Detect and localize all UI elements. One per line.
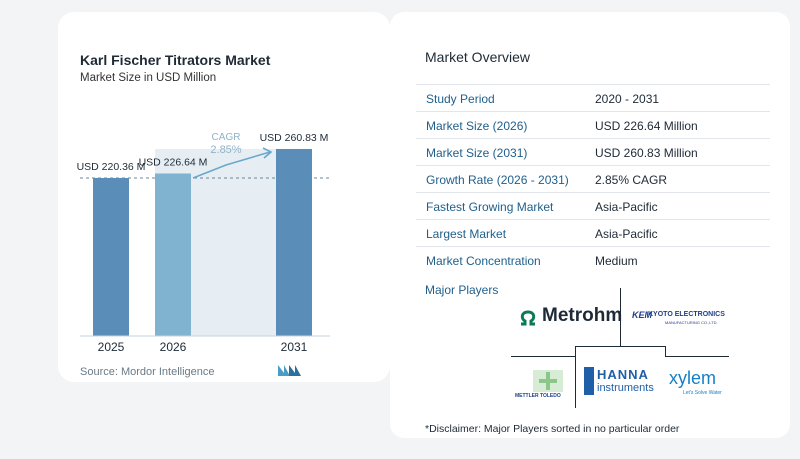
mettler-name: METTLER TOLEDO [515,393,561,399]
overview-value: Medium [595,254,638,268]
grid-divider [575,346,576,408]
overview-key: Market Concentration [426,254,541,268]
chart-subtitle: Market Size in USD Million [80,72,217,84]
cagr-arrow-head [262,147,273,159]
overview-row: Market Size (2026) USD 226.64 Million [416,111,770,139]
grid-divider [665,356,729,357]
value-label: USD 260.83 M [260,132,329,144]
overview-value: Asia-Pacific [595,200,658,214]
cagr-label: CAGR [212,132,241,143]
overview-value: 2020 - 2031 [595,92,660,106]
overview-key: Market Size (2026) [426,119,528,133]
overview-row: Largest Market Asia-Pacific [416,219,770,247]
disclaimer: *Disclaimer: Major Players sorted in no … [425,423,680,435]
metrohm-name: Metrohm [542,305,623,326]
grid-divider [511,356,575,357]
xylem-logo: xylem Let's Solve Water [669,368,729,398]
overview-key: Largest Market [426,227,507,241]
grid-divider [620,288,621,346]
overview-value: USD 226.64 Million [595,119,698,133]
overview-key: Growth Rate (2026 - 2031) [426,173,569,187]
hanna-bar-icon [584,367,594,395]
hanna-sub: instruments [597,382,654,394]
kyoto-sub: MANUFACTURING CO.,LTD. [665,320,718,325]
cagr-arrow [192,151,271,179]
grid-divider [575,346,665,347]
overview-key: Study Period [426,92,495,106]
overview-value: USD 260.83 Million [595,146,698,160]
cagr-value: 2.85% [210,144,241,156]
bar-2026 [155,173,191,336]
x-tick-label: 2031 [281,340,308,354]
xylem-tagline: Let's Solve Water [683,390,722,396]
kyoto-electronics-logo: KEM KYOTO ELECTRONICS MANUFACTURING CO.,… [632,310,732,332]
xylem-name: xylem [669,368,717,388]
x-tick-label: 2026 [160,340,187,354]
overview-row: Growth Rate (2026 - 2031) 2.85% CAGR [416,165,770,193]
mettler-toledo-logo: METTLER TOLEDO [513,368,571,402]
major-players-label: Major Players [425,283,499,297]
overview-key: Fastest Growing Market [426,200,554,214]
metrohm-omega-icon [520,310,536,326]
hanna-instruments-logo: HANNA instruments [584,367,656,395]
value-label: USD 226.64 M [139,156,208,168]
kyoto-name: KYOTO ELECTRONICS [648,311,725,318]
grid-divider [665,346,666,356]
mettler-toledo-mark-icon [533,370,563,392]
overview-row: Market Concentration Medium [416,246,770,274]
kem-mark: KEM [632,310,652,320]
overview-row: Fastest Growing Market Asia-Pacific [416,192,770,220]
value-label: USD 220.36 M [77,161,146,173]
overview-value: 2.85% CAGR [595,173,668,187]
x-tick-label: 2025 [98,340,125,354]
hanna-name: HANNA [597,367,649,382]
mordor-intelligence-logo-icon [278,365,301,376]
bar-2025 [93,178,129,336]
overview-value: Asia-Pacific [595,227,658,241]
overview-row: Study Period 2020 - 2031 [416,84,770,112]
overview-title: Market Overview [425,49,531,65]
overview-key: Market Size (2031) [426,146,528,160]
bar-2031 [276,148,312,336]
overview-row: Market Size (2031) USD 260.83 Million [416,138,770,166]
source-note: Source: Mordor Intelligence [80,366,215,378]
chart-title: Karl Fischer Titrators Market [80,52,271,68]
